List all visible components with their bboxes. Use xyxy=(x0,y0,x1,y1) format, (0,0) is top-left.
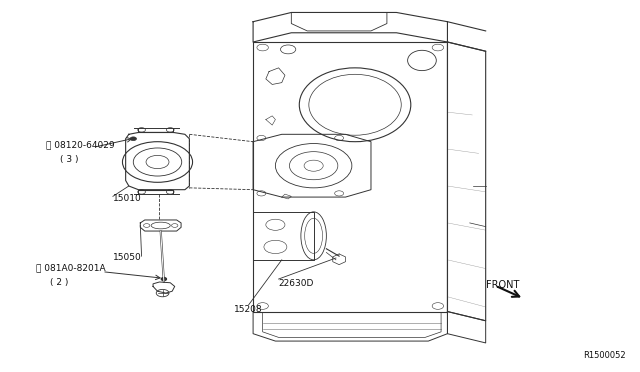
Text: ( 2 ): ( 2 ) xyxy=(51,278,69,287)
Text: R1500052: R1500052 xyxy=(583,350,626,359)
Text: 15050: 15050 xyxy=(113,253,141,263)
Text: ( 3 ): ( 3 ) xyxy=(60,155,79,164)
Circle shape xyxy=(161,278,166,280)
Text: 22630D: 22630D xyxy=(278,279,314,288)
Text: 15208: 15208 xyxy=(234,305,262,314)
Text: 15010: 15010 xyxy=(113,195,141,203)
Text: Ⓑ 081A0-8201A: Ⓑ 081A0-8201A xyxy=(36,264,106,273)
Text: FRONT: FRONT xyxy=(486,280,519,290)
Text: Ⓑ 08120-64029: Ⓑ 08120-64029 xyxy=(46,140,115,149)
Circle shape xyxy=(130,137,136,141)
